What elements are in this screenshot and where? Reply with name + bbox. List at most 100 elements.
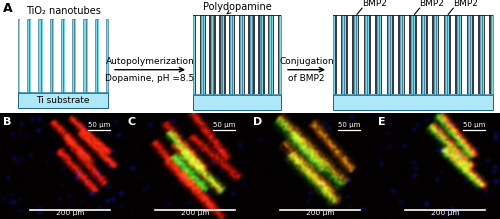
Bar xyxy=(248,15,250,94)
Bar xyxy=(436,15,448,16)
Bar xyxy=(63,19,65,93)
Bar xyxy=(234,15,235,94)
Bar xyxy=(368,15,378,16)
Bar xyxy=(404,15,405,94)
Bar xyxy=(468,15,470,95)
Bar xyxy=(344,15,356,16)
Text: E: E xyxy=(378,117,386,127)
Bar xyxy=(244,15,245,94)
Bar xyxy=(97,19,99,93)
Bar xyxy=(436,15,438,95)
Bar xyxy=(50,19,52,93)
Bar xyxy=(40,92,52,93)
Bar xyxy=(18,19,20,93)
Bar xyxy=(390,15,392,95)
Bar xyxy=(232,15,234,95)
Text: TiO₂ nanotubes: TiO₂ nanotubes xyxy=(26,6,101,16)
Bar xyxy=(29,19,32,93)
Bar xyxy=(224,15,226,94)
Bar xyxy=(356,94,368,95)
Bar xyxy=(76,19,84,92)
Bar xyxy=(448,15,450,95)
Bar xyxy=(458,94,470,95)
Bar xyxy=(342,15,344,95)
Bar xyxy=(335,15,342,94)
Bar xyxy=(376,15,378,95)
Bar xyxy=(195,15,196,94)
Bar xyxy=(214,15,216,94)
Text: Autopolymerization: Autopolymerization xyxy=(106,57,194,66)
Bar xyxy=(421,15,422,94)
Bar xyxy=(448,94,458,95)
Bar xyxy=(263,15,270,94)
Bar xyxy=(333,15,335,95)
Bar xyxy=(411,15,413,95)
Bar xyxy=(346,15,348,94)
Bar xyxy=(32,19,38,92)
Bar xyxy=(86,19,87,93)
Bar xyxy=(232,15,242,16)
Bar xyxy=(84,19,86,93)
Bar xyxy=(456,15,458,95)
Bar xyxy=(40,19,42,93)
Bar xyxy=(482,94,493,95)
Bar xyxy=(333,95,493,110)
Bar xyxy=(270,15,271,95)
Bar xyxy=(61,19,63,93)
Bar xyxy=(27,19,29,93)
Text: A: A xyxy=(3,2,13,15)
Bar xyxy=(38,19,40,93)
Bar xyxy=(278,15,279,94)
Bar xyxy=(242,15,244,95)
Bar xyxy=(271,15,273,95)
Bar xyxy=(472,15,474,94)
Bar xyxy=(242,15,252,16)
Bar xyxy=(484,15,491,94)
Bar xyxy=(470,94,482,95)
Text: Conjugation: Conjugation xyxy=(279,57,334,66)
Bar xyxy=(222,15,232,16)
Bar xyxy=(200,15,201,94)
Bar xyxy=(254,15,255,94)
Bar xyxy=(346,15,354,94)
Bar xyxy=(195,15,201,94)
Bar xyxy=(461,15,462,94)
Bar xyxy=(210,15,211,94)
Bar xyxy=(388,15,390,95)
Bar xyxy=(211,15,212,95)
Bar xyxy=(262,15,263,95)
Bar xyxy=(97,92,108,93)
Bar xyxy=(106,19,108,93)
Bar xyxy=(250,15,252,95)
Bar xyxy=(333,94,344,95)
Bar xyxy=(445,15,448,95)
Bar xyxy=(470,15,472,95)
Bar xyxy=(214,15,220,94)
Bar xyxy=(86,92,97,93)
Bar xyxy=(458,15,470,16)
Bar xyxy=(240,15,242,95)
Bar xyxy=(398,15,400,94)
Text: of BMP2: of BMP2 xyxy=(288,74,325,83)
Bar xyxy=(29,92,40,93)
Bar xyxy=(193,15,203,16)
Bar xyxy=(368,94,378,95)
Bar xyxy=(432,15,434,94)
Bar xyxy=(450,15,451,94)
Bar xyxy=(341,15,342,94)
Bar xyxy=(424,15,426,95)
Bar xyxy=(333,15,344,16)
Bar xyxy=(448,15,458,16)
Bar xyxy=(204,15,211,94)
Bar xyxy=(335,15,336,94)
Bar xyxy=(65,19,72,92)
Text: 50 μm: 50 μm xyxy=(88,122,110,128)
Bar xyxy=(222,94,232,95)
Bar xyxy=(244,15,250,94)
Bar xyxy=(450,15,456,94)
Bar xyxy=(358,15,360,94)
Text: Polydopamine: Polydopamine xyxy=(202,2,272,12)
Bar xyxy=(279,15,281,95)
Bar xyxy=(219,15,220,94)
Bar xyxy=(201,15,203,95)
